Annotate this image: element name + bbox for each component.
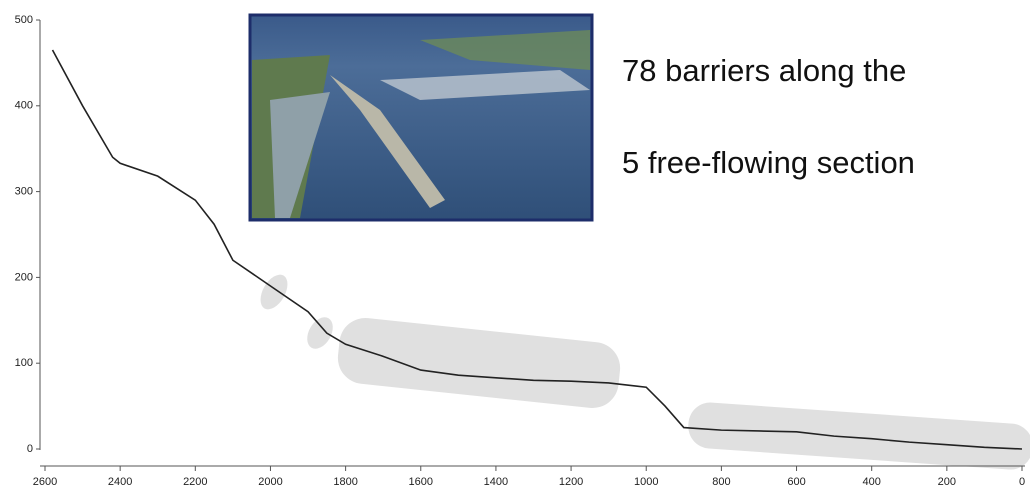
x-tick-label: 1200	[559, 476, 583, 488]
x-tick-label: 2000	[258, 476, 282, 488]
x-tick-label: 1600	[409, 476, 433, 488]
y-tick-label: 500	[15, 14, 33, 26]
photo-lock	[330, 75, 445, 208]
x-tick-label: 2600	[33, 476, 57, 488]
x-tick-label: 0	[1019, 476, 1025, 488]
photo-bank	[270, 92, 330, 218]
x-tick-label: 2400	[108, 476, 132, 488]
photo-far-land	[420, 30, 590, 70]
annotation: 78 barriers along the	[622, 53, 906, 88]
highlight	[260, 274, 288, 310]
highlight	[337, 318, 621, 408]
x-tick-label: 200	[938, 476, 956, 488]
profile-line	[51, 49, 1023, 450]
photo	[248, 13, 594, 222]
free-flowing-highlights	[260, 274, 1030, 470]
y-tick-label: 100	[15, 357, 33, 369]
photo-dam	[380, 70, 590, 100]
x-tick-label: 600	[787, 476, 805, 488]
annotation: 5 free-flowing section	[622, 145, 915, 180]
highlight	[307, 317, 333, 349]
x-tick-label: 2200	[183, 476, 207, 488]
y-tick-label: 0	[27, 443, 33, 455]
y-tick-label: 300	[15, 186, 33, 198]
x-tick-label: 1000	[634, 476, 658, 488]
highlight	[688, 402, 1030, 470]
y-tick-label: 200	[15, 271, 33, 283]
x-tick-label: 400	[863, 476, 881, 488]
x-tick-label: 1800	[333, 476, 357, 488]
x-tick-label: 1400	[484, 476, 508, 488]
y-tick-label: 400	[15, 100, 33, 112]
x-tick-label: 800	[712, 476, 730, 488]
